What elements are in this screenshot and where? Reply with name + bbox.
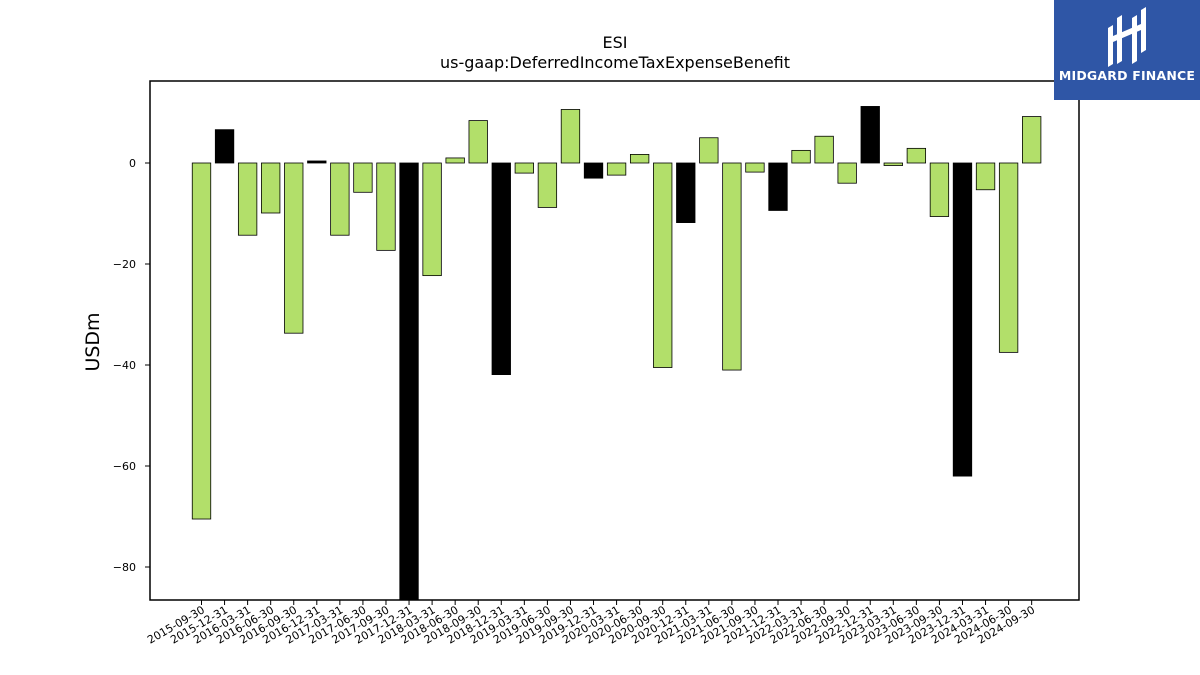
- bar-2019-09-30: [560, 109, 581, 164]
- x-axis: 2015-09-302015-12-312016-03-312016-06-30…: [145, 600, 1037, 647]
- bar-2020-12-31: [676, 162, 696, 223]
- bar-2017-12-31: [399, 162, 419, 601]
- brand-name: MIDGARD FINANCE: [1058, 68, 1196, 83]
- bar-2023-12-31: [952, 162, 973, 477]
- bar-2019-03-31: [514, 162, 534, 174]
- bar-2018-06-30: [445, 157, 465, 164]
- bar-2024-03-31: [975, 162, 996, 191]
- bar-2016-12-31: [307, 160, 327, 164]
- bar-2021-09-30: [745, 162, 765, 173]
- bar-2015-09-30: [191, 162, 212, 520]
- bar-2019-06-30: [537, 162, 558, 208]
- midgard-logo-icon: [1108, 7, 1146, 67]
- bar-2018-12-31: [491, 162, 511, 376]
- bar-2021-03-31: [699, 137, 719, 164]
- bar-2022-12-31: [860, 106, 880, 164]
- bar-2015-12-31: [214, 129, 235, 164]
- bar-2021-06-30: [722, 162, 742, 371]
- chart-subtitle: us-gaap:DeferredIncomeTaxExpenseBenefit: [440, 53, 790, 72]
- bar-2023-03-31: [883, 162, 903, 166]
- bar-2021-12-31: [768, 162, 788, 211]
- bar-2020-09-30: [653, 162, 673, 368]
- y-tick-label: −40: [113, 359, 136, 372]
- plot-frame: [149, 80, 1080, 601]
- bar-2016-03-31: [237, 162, 258, 236]
- y-tick-label: −20: [113, 258, 136, 271]
- y-axis: 0 −20 −40 −60 −80: [113, 157, 150, 574]
- y-tick-label: 0: [129, 157, 136, 170]
- bar-2017-03-31: [330, 162, 350, 236]
- bar-2022-09-30: [837, 162, 857, 184]
- bar-2019-12-31: [583, 162, 604, 179]
- bar-2018-03-31: [422, 162, 442, 277]
- y-axis-label: USDm: [82, 312, 104, 371]
- y-tick-label: −80: [113, 561, 136, 574]
- bar-2020-06-30: [629, 154, 650, 164]
- bar-2024-06-30: [998, 162, 1019, 353]
- bar-2018-09-30: [468, 120, 488, 164]
- bar-2023-06-30: [906, 147, 927, 164]
- bar-2017-06-30: [353, 162, 373, 193]
- y-tick-label: −60: [113, 460, 136, 473]
- bar-2022-03-31: [791, 149, 811, 164]
- bars-group: [191, 106, 1042, 601]
- bar-2022-06-30: [814, 135, 834, 164]
- brand-logo: MIDGARD FINANCE: [1054, 0, 1200, 100]
- bar-2017-09-30: [376, 162, 396, 251]
- bar-2020-03-31: [606, 162, 627, 176]
- bar-2016-09-30: [284, 162, 304, 334]
- bar-2023-09-30: [929, 162, 950, 217]
- bar-2016-06-30: [261, 162, 281, 214]
- chart-title: ESI: [603, 33, 628, 52]
- bar-2024-09-30: [1022, 116, 1042, 164]
